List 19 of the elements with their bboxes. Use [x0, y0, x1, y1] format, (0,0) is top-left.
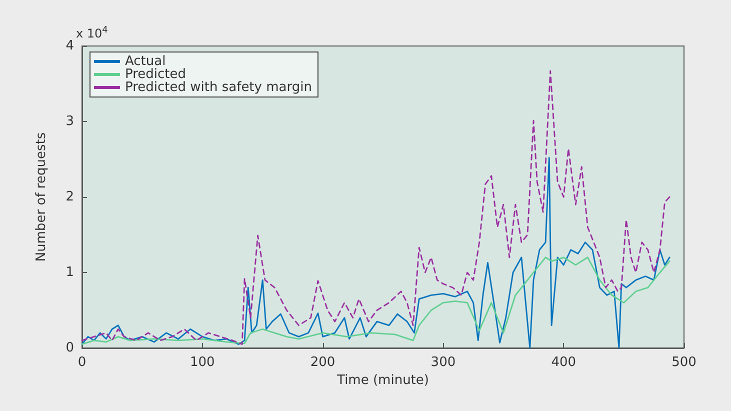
- line-series: [81, 70, 670, 345]
- line-series: [81, 256, 670, 345]
- x-tick-label: 400: [551, 355, 576, 370]
- legend-label: Predicted with safety margin: [125, 80, 312, 95]
- y-tick-label: 4: [66, 38, 74, 54]
- legend-label: Predicted: [125, 67, 186, 82]
- x-tick-label: 0: [78, 355, 86, 370]
- line-series: [81, 157, 670, 349]
- legend-label: Actual: [125, 54, 166, 69]
- y-tick-label: 2: [66, 190, 74, 204]
- y-axis-title: Number of requests: [34, 132, 49, 262]
- y-tick-label: 3: [66, 114, 74, 129]
- y-tick-label: 0: [66, 340, 74, 356]
- x-tick-label: 100: [190, 355, 215, 370]
- x-tick-label: 300: [430, 355, 456, 370]
- x-axis-title: Time (minute): [336, 372, 429, 388]
- y-tick-label: 1: [66, 265, 74, 280]
- x-tick-label: 500: [672, 355, 696, 370]
- x-tick-label: 200: [310, 355, 336, 370]
